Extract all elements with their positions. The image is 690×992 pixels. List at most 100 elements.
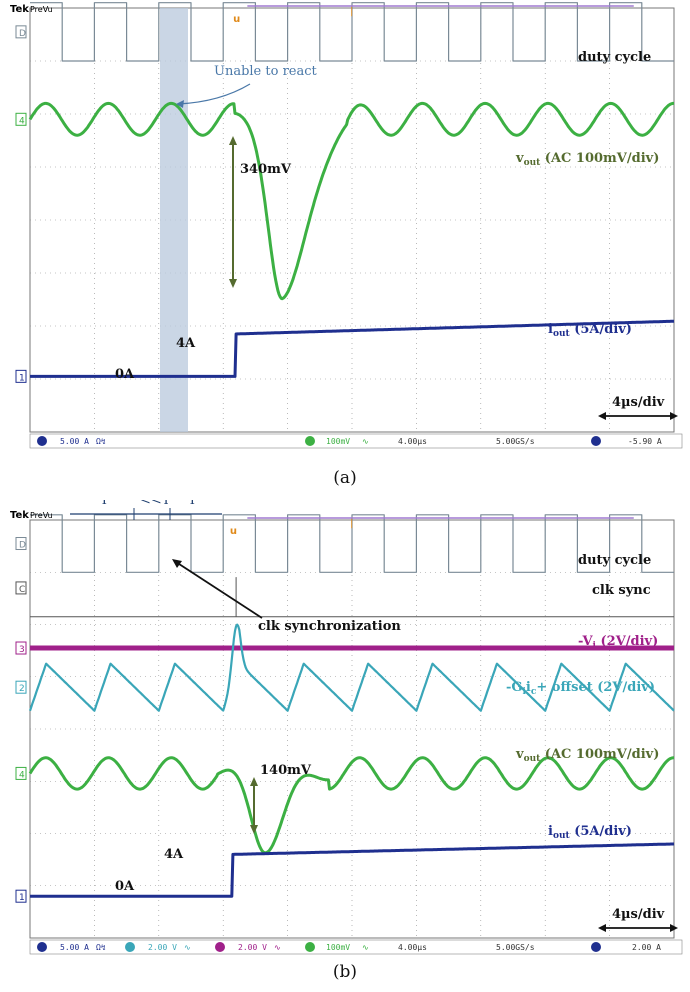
channel-marker [15,369,27,383]
duty-cycle-label: duty cycle [578,50,651,65]
status-bar: 5.00 A Ω↯ 2.00 V ∿ 2.00 V ∿ 100mV ∿ 4.00… [29,939,683,955]
status-bar: 5.00 A Ω↯ 100mV ∿ 4.00µs 5.00GS/s -5.90 … [29,433,683,449]
period-t3: T [188,500,197,508]
iout-trace [29,842,675,898]
dip-arrow-b-top [250,777,258,786]
time-scale-arrow-right [670,412,678,420]
prevu-mode: PreVu [30,511,53,520]
ch2-badge [125,942,135,952]
trigger-position-marker: u [233,14,240,25]
duty-cycle-trace [30,514,674,573]
channel-marker-label: 1 [19,373,25,383]
timebase: 4.00µs [398,437,427,446]
channel-marker [15,889,27,903]
status-bar-frame [29,433,683,449]
unable-arrow-head [176,100,184,108]
channel-marker-label: D [19,541,26,551]
gi-label: -Giic+ offset (2V/div) [506,680,655,697]
ch3-suffix: ∿ [274,943,281,952]
channel-marker [15,537,27,551]
period-t1: T [100,500,109,508]
zero-label-b: 0A [115,879,135,894]
clk-sync-label: clk sync [592,583,651,598]
ch1-scale: 5.00 A [60,943,89,952]
channel-marker-label: C [19,585,25,595]
channel-marker [15,766,27,780]
unable-to-react-highlight [160,8,188,432]
dip-arrow-b-bottom [250,825,258,834]
ch1-suffix: Ω↯ [96,437,106,446]
clk-synchronization-label: clk synchronization [258,619,401,634]
duty-cycle-label: duty cycle [578,553,651,568]
vout-label-a: vout (AC 100mV/div) [515,151,659,168]
ch3-scale: 2.00 V [238,943,267,952]
trigger-badge [591,942,601,952]
ch4-scale: 100mV [326,437,350,446]
step-label-b: 4A [164,847,184,862]
clk-sync-arrow [175,561,263,619]
channel-marker [15,581,27,595]
time-scale-arrow-b-left [598,924,606,932]
sample-rate: 5.00GS/s [496,943,535,952]
dip-label: 340mV [240,162,292,177]
trigger-level: 2.00 A [632,943,661,952]
prevu-mode: PreVu [30,5,53,14]
timebase: 4.00µs [398,943,427,952]
time-scale-arrow-left [598,412,606,420]
status-bar-frame [29,939,683,955]
vout-label-b: vout (AC 100mV/div) [515,747,659,764]
channel-marker [15,641,27,655]
ch3-badge [215,942,225,952]
step-label: 4A [176,336,196,351]
trigger-level: -5.90 A [628,437,662,446]
time-scale-label: 4µs/div [612,395,665,410]
vout-trace [28,756,675,855]
time-scale-label-b: 4µs/div [612,907,665,922]
ch4-suffix: ∿ [362,437,369,446]
scope-screen-a: D 4 1 u | Tek PreVu Unable to react duty cyc… [10,2,683,449]
graticule [29,519,675,939]
dip-arrow-bottom [229,279,237,288]
channel-marker-label: 1 [19,893,25,903]
ch4-badge [305,436,315,446]
gi-trace [28,623,675,712]
channel-marker-label: 4 [19,116,25,126]
ch4-badge [305,942,315,952]
dip-label-b: 140mV [260,763,312,778]
vout-trace [28,101,675,301]
ch4-suffix: ∿ [362,943,369,952]
ch1-badge [37,942,47,952]
zero-label: 0A [115,367,135,382]
annotations: Tek PreVu T <<T T duty cycle clk sync cl… [10,500,678,932]
unable-to-react-label: Unable to react [214,64,318,79]
traces: D 4 1 u | [15,2,675,383]
scope-screen-b: D C 3 2 4 1 u | Tek PreVu T <<T T duty cycle cl… [10,500,683,955]
caption-a: (a) [333,468,357,488]
duty-cycle-trace [30,2,674,62]
iout-label-a: iout (5A/div) [548,322,632,339]
ch4-scale: 100mV [326,943,350,952]
iout-trace [29,319,675,378]
channel-marker-label: 4 [19,770,25,780]
ch1-scale: 5.00 A [60,437,89,446]
vi-label: -Vi (2V/div) [578,634,658,651]
scope-panel-a: D 4 1 u | Tek PreVu Unable to react duty cyc… [0,0,690,455]
caption-b: (b) [332,962,358,982]
expansion-marker: | [350,6,353,17]
channel-marker-label: D [19,29,26,39]
channel-marker [15,25,27,39]
sample-rate: 5.00GS/s [496,437,535,446]
annotations: Tek PreVu Unable to react duty cycle 340… [10,4,678,420]
channel-marker [15,112,27,126]
tek-brand: Tek [10,510,29,521]
iout-label-b: iout (5A/div) [548,824,632,841]
traces: D C 3 2 4 1 u | [15,514,676,903]
unable-arrow [177,83,251,105]
channel-marker-label: 3 [19,645,25,655]
period-t2: <<T [140,500,171,508]
tek-brand: Tek [10,4,29,15]
dip-arrow-top [229,136,237,145]
ch1-badge [37,436,47,446]
time-scale-arrow-b-right [670,924,678,932]
ch2-suffix: ∿ [184,943,191,952]
